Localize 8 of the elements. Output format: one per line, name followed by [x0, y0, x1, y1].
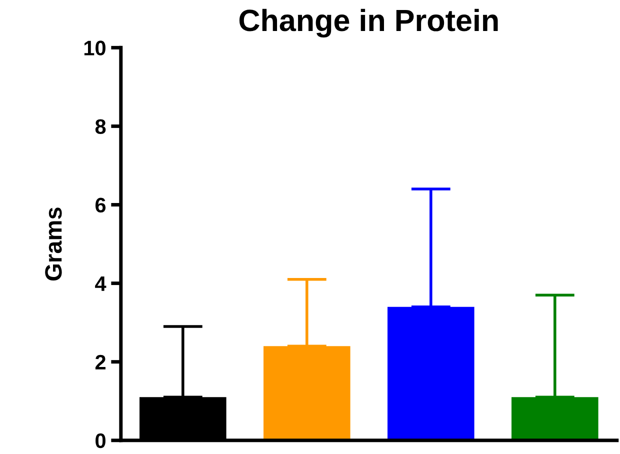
y-tick-label: 4: [95, 276, 106, 291]
y-tick-label: 2: [95, 354, 106, 370]
y-tick-label: 10: [84, 40, 106, 56]
y-tick-label: 6: [95, 198, 106, 213]
y-axis-title: Grams: [45, 208, 62, 280]
chart-title: Change in Protein: [239, 8, 498, 38]
y-tick-label: 8: [95, 119, 106, 134]
y-tick-label: 0: [96, 433, 106, 448]
